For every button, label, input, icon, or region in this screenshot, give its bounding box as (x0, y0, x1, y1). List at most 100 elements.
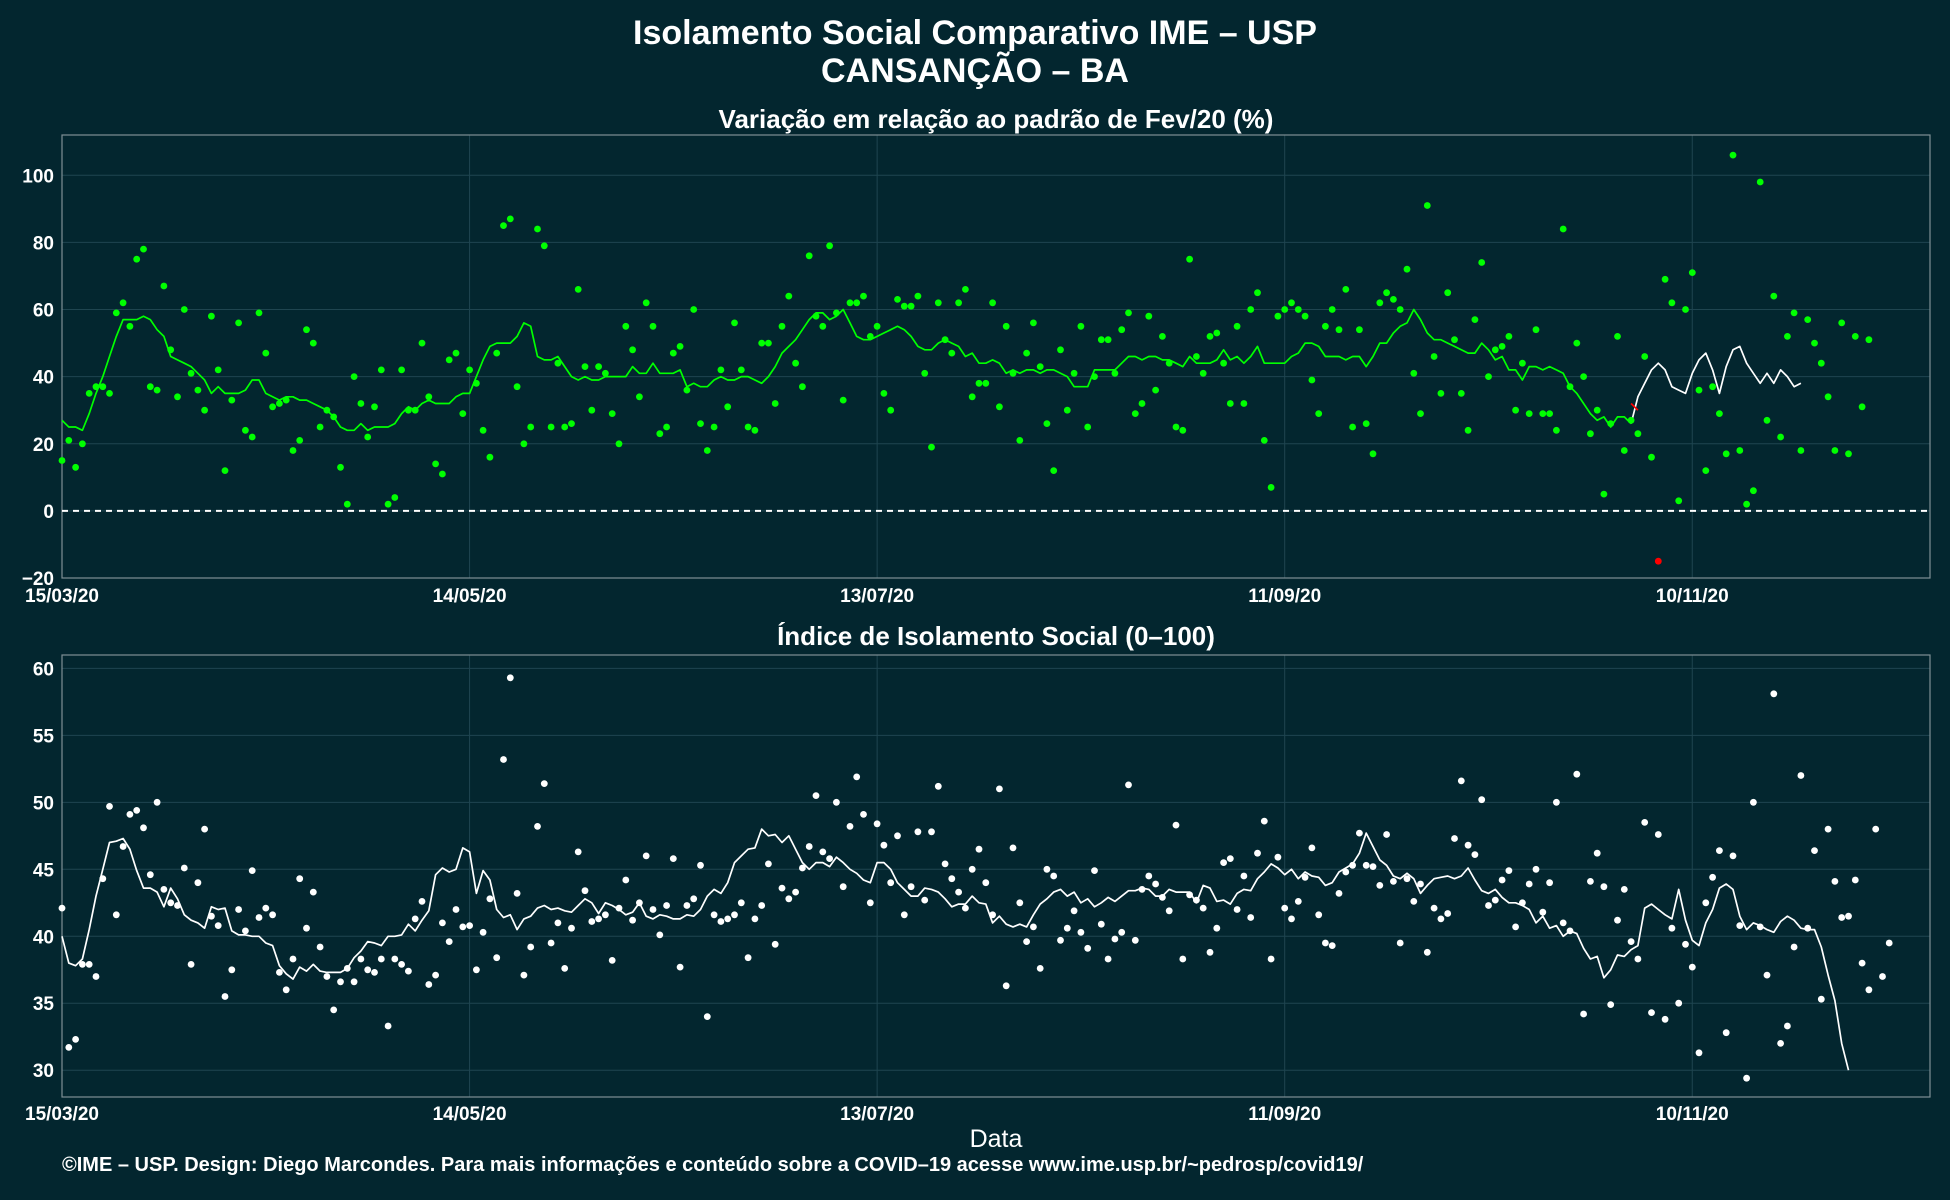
data-point (1661, 1015, 1669, 1023)
data-point (554, 919, 562, 927)
data-point (1091, 867, 1098, 874)
data-point (1851, 333, 1859, 340)
data-point (1498, 343, 1506, 350)
data-point (921, 369, 929, 377)
data-point (1512, 406, 1519, 414)
data-point (452, 906, 460, 913)
data-point (710, 423, 718, 431)
y-tick-label: −20 (22, 569, 54, 590)
data-point (1437, 390, 1445, 397)
y-tick-label: 30 (33, 1061, 54, 1082)
data-point (683, 386, 691, 394)
data-point (1260, 437, 1268, 444)
data-point (1322, 939, 1329, 947)
data-point (982, 879, 990, 887)
data-point (1138, 400, 1146, 407)
data-point (1423, 202, 1431, 209)
data-point (1111, 935, 1119, 943)
data-point (914, 292, 922, 300)
data-point (751, 915, 759, 923)
data-point (1057, 936, 1064, 944)
data-point (1159, 894, 1166, 901)
data-point (778, 322, 786, 330)
data-point (1063, 924, 1071, 932)
data-point (309, 339, 317, 347)
data-point (703, 447, 711, 454)
panel-border (61, 654, 1931, 1098)
data-point (133, 807, 141, 814)
data-point (1566, 383, 1574, 391)
data-point (1546, 410, 1553, 417)
data-point (1423, 948, 1431, 956)
data-point (1063, 406, 1071, 414)
data-point (1240, 872, 1248, 880)
data-point (1118, 326, 1126, 334)
data-point (1858, 959, 1866, 967)
data-point (737, 899, 745, 907)
data-point (1104, 336, 1112, 344)
data-point (812, 792, 820, 799)
data-point (1403, 875, 1411, 883)
data-point (737, 366, 745, 374)
data-point (1111, 369, 1119, 377)
data-point (1716, 410, 1723, 417)
data-point (1016, 437, 1024, 444)
data-point (1070, 907, 1078, 915)
data-point (1233, 322, 1241, 330)
data-point (228, 396, 236, 404)
moving-average-line (1630, 345, 1802, 424)
data-point (839, 396, 847, 404)
data-point (765, 339, 772, 347)
data-point (1457, 777, 1465, 785)
data-point (85, 961, 93, 968)
data-point (1335, 326, 1343, 334)
data-point (337, 978, 344, 986)
data-point (1539, 410, 1547, 417)
data-point (1165, 907, 1173, 915)
data-point (955, 888, 962, 896)
data-point (1315, 410, 1323, 417)
data-point (1199, 904, 1207, 912)
data-point (1444, 289, 1452, 297)
data-point (384, 500, 392, 508)
data-point (1519, 899, 1526, 907)
data-point (1600, 883, 1608, 891)
data-point (1193, 896, 1200, 904)
data-point (398, 961, 405, 968)
data-point (248, 433, 256, 441)
data-point (534, 823, 541, 830)
x-axis-label: Data (970, 1125, 1023, 1153)
data-point (1790, 943, 1798, 951)
data-point (500, 756, 507, 763)
y-tick-label: 35 (33, 994, 55, 1015)
data-point (1729, 852, 1737, 860)
data-point (1688, 963, 1696, 971)
data-point (1471, 316, 1479, 323)
data-point (1342, 286, 1350, 293)
data-point (153, 798, 161, 806)
data-point (1070, 369, 1078, 377)
data-point (72, 463, 79, 471)
data-point (1267, 955, 1275, 963)
data-point (1138, 886, 1146, 893)
data-point (1756, 923, 1764, 931)
data-point (411, 406, 419, 414)
x-tick-label: 15/03/20 (25, 586, 99, 607)
data-point (540, 780, 548, 787)
data-point (1213, 924, 1221, 932)
data-point (1587, 430, 1594, 438)
data-point (642, 299, 650, 307)
data-point (520, 440, 528, 448)
data-point (805, 843, 813, 850)
data-point (799, 383, 806, 391)
data-point (975, 379, 983, 387)
data-point (459, 923, 467, 931)
data-point (1709, 873, 1716, 881)
data-point (432, 971, 439, 979)
data-point (1240, 400, 1248, 407)
data-point (846, 299, 854, 307)
data-point (1301, 312, 1309, 320)
data-point (1817, 359, 1825, 367)
data-point (330, 413, 338, 421)
data-point (1491, 896, 1499, 904)
